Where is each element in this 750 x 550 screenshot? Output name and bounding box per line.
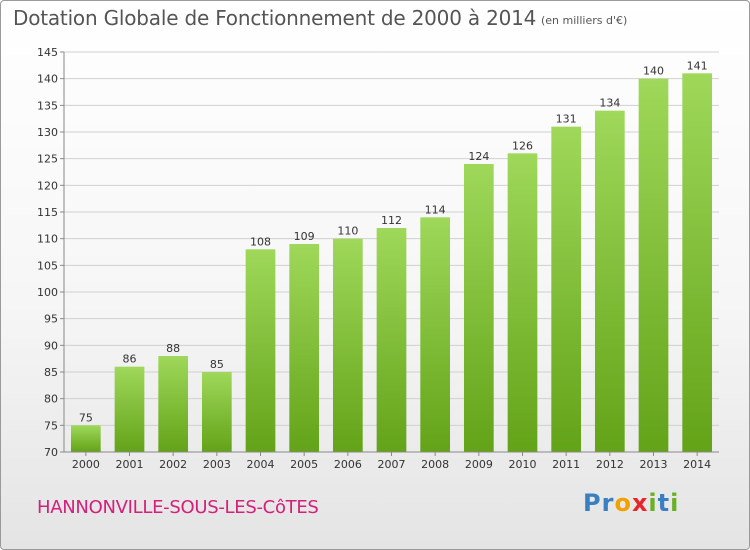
x-tick-label-2012: 2012 — [596, 458, 624, 471]
bar-2007 — [376, 228, 407, 452]
logo-letter: r — [601, 489, 615, 517]
x-tick-label-2010: 2010 — [509, 458, 537, 471]
y-tick-label-75: 75 — [44, 419, 58, 432]
bar-2000 — [70, 425, 101, 452]
x-tick-label-2008: 2008 — [421, 458, 449, 471]
data-label-2012: 134 — [599, 97, 620, 110]
x-tick-label-2001: 2001 — [116, 458, 144, 471]
data-label-2001: 86 — [123, 353, 137, 366]
x-tick-label-2007: 2007 — [378, 458, 406, 471]
y-tick-label-70: 70 — [44, 446, 58, 459]
bar-2013 — [638, 78, 669, 453]
proxiti-logo[interactable]: Proxiti — [583, 489, 679, 517]
data-label-2011: 131 — [556, 113, 577, 126]
x-tick-label-2006: 2006 — [334, 458, 362, 471]
y-tick-label-80: 80 — [44, 393, 58, 406]
bar-2014 — [682, 73, 713, 452]
bar-2002 — [158, 356, 189, 452]
data-labels: 75 86 88 85 108 109 110 112 114 124 126 131 134 140 14… — [79, 59, 708, 424]
y-tick-label-105: 105 — [37, 259, 58, 272]
y-tick-label-125: 125 — [37, 153, 58, 166]
logo-letter: x — [631, 489, 649, 517]
x-tick-label-2013: 2013 — [640, 458, 668, 471]
x-tick-label-2011: 2011 — [552, 458, 580, 471]
x-tick-label-2014: 2014 — [683, 458, 711, 471]
x-tick-label-2005: 2005 — [290, 458, 318, 471]
data-label-2009: 124 — [468, 150, 489, 163]
y-tick-label-140: 140 — [37, 73, 58, 86]
bar-2009 — [463, 164, 494, 452]
y-tick-label-115: 115 — [37, 206, 58, 219]
x-tick-label-2002: 2002 — [159, 458, 187, 471]
chart-title: Dotation Globale de Fonctionnement de 20… — [13, 6, 537, 30]
bar-2006 — [332, 238, 363, 452]
logo-letter: o — [614, 489, 632, 517]
y-tick-label-85: 85 — [44, 366, 58, 379]
data-label-2000: 75 — [79, 411, 93, 424]
x-tick-label-2003: 2003 — [203, 458, 231, 471]
chart-subtitle: (en milliers d'€) — [541, 14, 628, 27]
logo-letter: i — [648, 489, 658, 517]
bar-2001 — [114, 366, 145, 452]
y-tick-label-120: 120 — [37, 179, 58, 192]
bar-2003 — [201, 372, 232, 452]
bar-2004 — [245, 249, 276, 452]
data-label-2014: 141 — [687, 59, 708, 72]
data-label-2013: 140 — [643, 65, 664, 78]
data-label-2010: 126 — [512, 139, 533, 152]
logo-letter: t — [657, 489, 671, 517]
axes: 70 75 80 85 90 95 100 105 110 115 120 125 130 135 140 1… — [37, 46, 719, 471]
bar-2008 — [420, 217, 451, 452]
y-tick-label-135: 135 — [37, 99, 58, 112]
y-tick-label-130: 130 — [37, 126, 58, 139]
bar-2010 — [507, 153, 538, 453]
bars — [70, 73, 713, 453]
data-label-2002: 88 — [166, 342, 180, 355]
data-label-2008: 114 — [425, 203, 446, 216]
data-label-2007: 112 — [381, 214, 402, 227]
x-tick-label-2000: 2000 — [72, 458, 100, 471]
y-tick-label-110: 110 — [37, 233, 58, 246]
y-tick-label-145: 145 — [37, 46, 58, 59]
data-label-2005: 109 — [294, 230, 315, 243]
data-label-2006: 110 — [337, 225, 358, 238]
commune-name: HANNONVILLE-SOUS-LES-CôTES — [37, 497, 319, 518]
y-tick-label-90: 90 — [44, 339, 58, 352]
bar-2005 — [289, 244, 320, 452]
x-tick-label-2004: 2004 — [247, 458, 275, 471]
bar-2012 — [594, 110, 625, 453]
data-label-2003: 85 — [210, 358, 224, 371]
y-tick-label-95: 95 — [44, 313, 58, 326]
logo-letter: P — [583, 489, 602, 517]
bar-2011 — [551, 126, 582, 453]
x-tick-label-2009: 2009 — [465, 458, 493, 471]
logo-letter: i — [670, 489, 680, 517]
data-label-2004: 108 — [250, 235, 271, 248]
y-tick-label-100: 100 — [37, 286, 58, 299]
